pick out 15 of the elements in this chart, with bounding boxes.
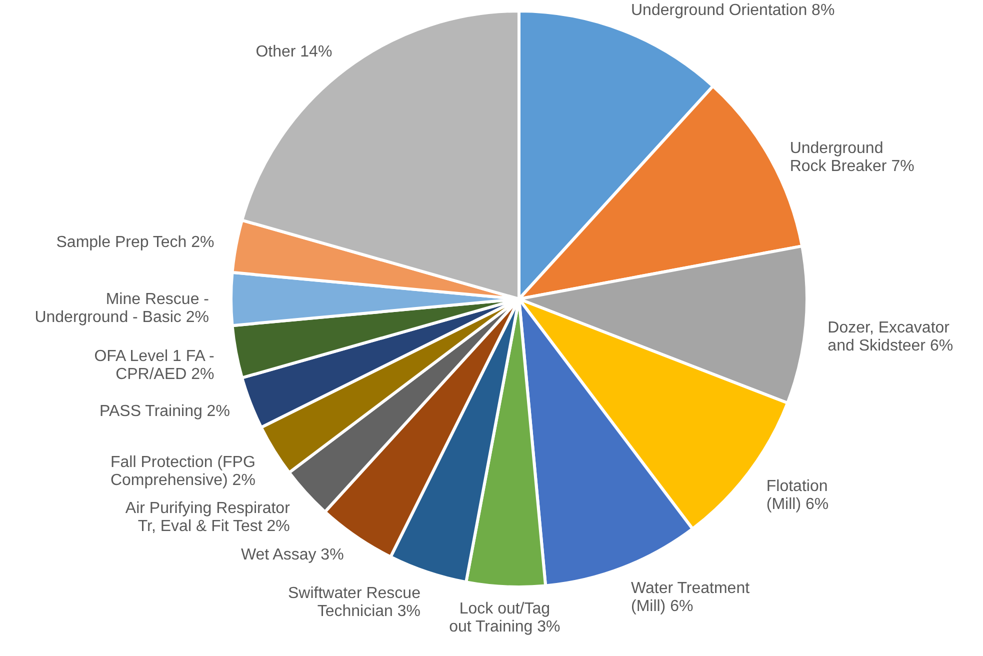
slice-label: Lock out/Tag out Training 3% (449, 600, 560, 636)
slice-label: PASS Training 2% (99, 402, 230, 420)
slice-label: Wet Assay 3% (240, 546, 344, 564)
slice-label: Swiftwater Rescue Technician 3% (288, 584, 421, 620)
slice-label: Underground Orientation 8% (630, 2, 835, 19)
slice-label: Sample Prep Tech 2% (56, 234, 214, 252)
slice-label: Air Purifying Respirator Tr, Eval & Fit Test 2% (125, 500, 291, 535)
slice-label: Dozer, Excavator and Skidsteer 6% (828, 320, 954, 355)
slice-label: Mine Rescue - Underground - Basic 2% (34, 291, 209, 326)
slice-label: Fall Protection (FPG Comprehensive) 2% (110, 454, 256, 490)
slice-label: Flotation (Mill) 6% (766, 478, 829, 513)
slice-label: Water Treatment (Mill) 6% (630, 580, 750, 616)
slice-label: Underground Rock Breaker 7% (790, 140, 914, 176)
slice-label: Other 14% (256, 44, 332, 61)
slice-label: OFA Level 1 FA - CPR/AED 2% (94, 348, 214, 383)
